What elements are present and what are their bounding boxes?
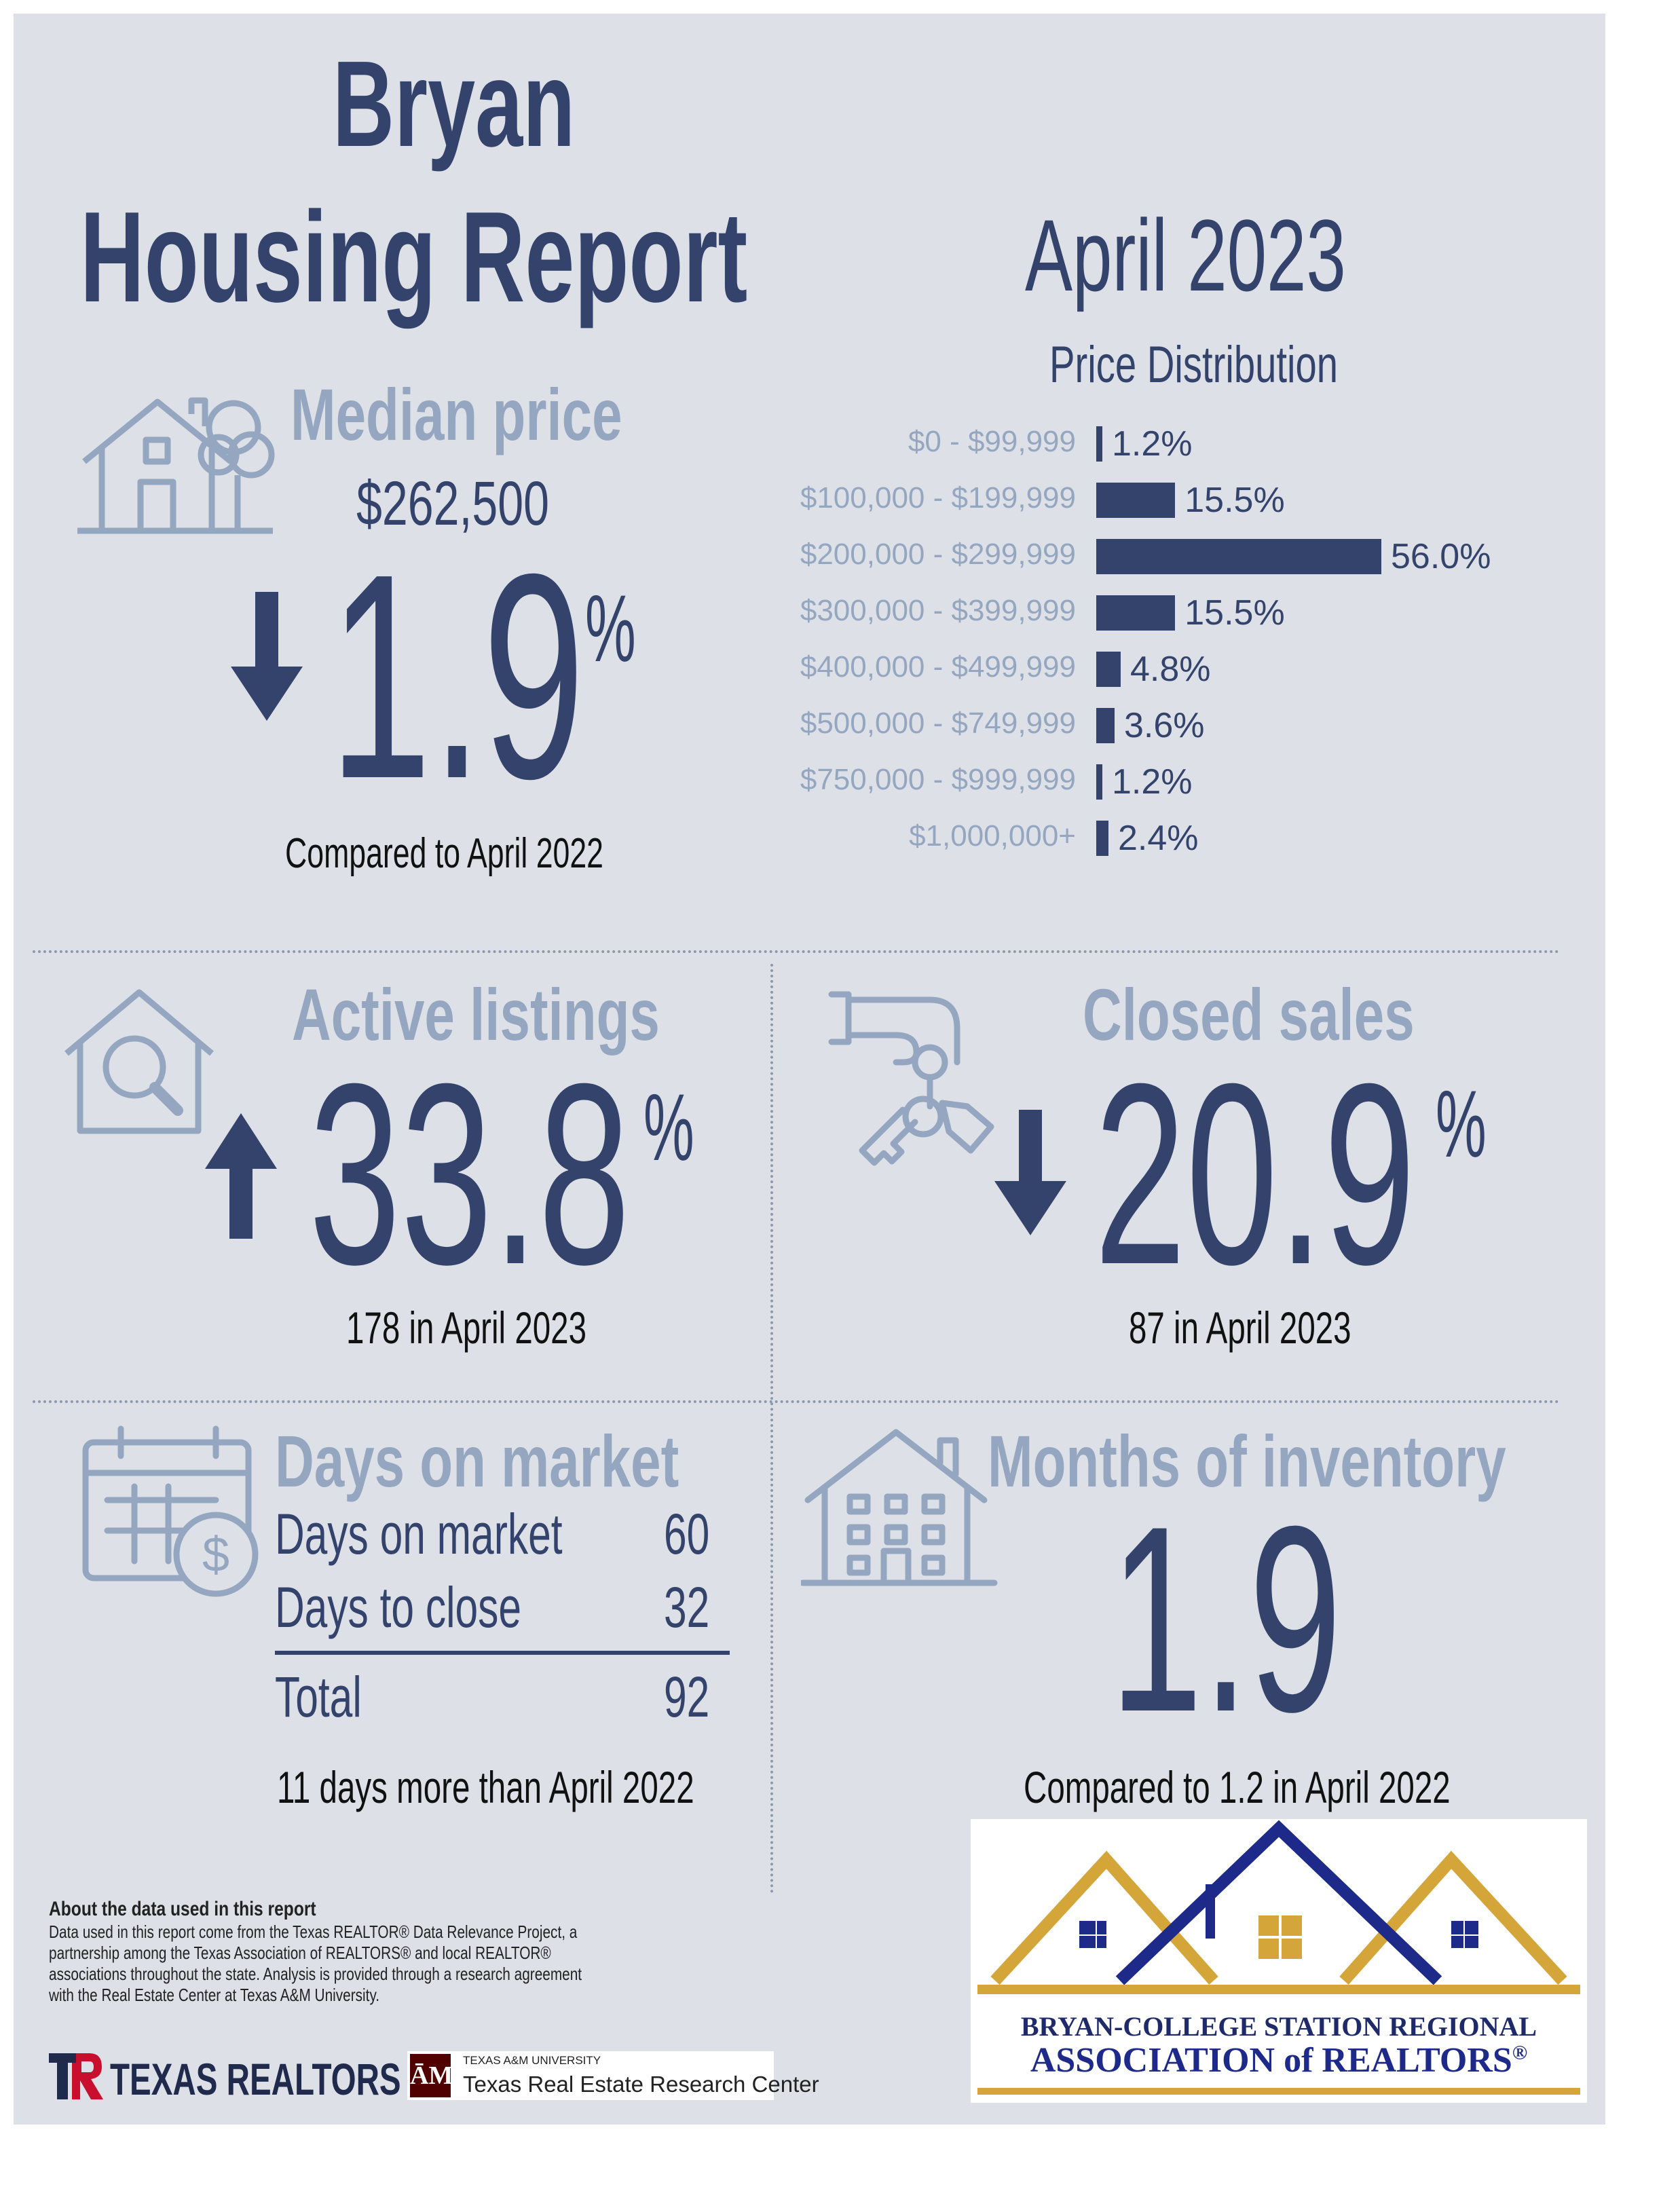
median-comparison: Compared to April 2022	[285, 830, 604, 877]
active-change-value: 33.8	[309, 1030, 631, 1318]
arrow-down-icon	[229, 592, 304, 721]
closed-detail: 87 in April 2023	[1129, 1303, 1351, 1353]
about-line-1: Data used in this report come from the T…	[49, 1922, 578, 1942]
bcs-line-1: BRYAN-COLLEGE STATION REGIONAL	[1020, 2011, 1537, 2042]
bcs-bottom-rule	[977, 2088, 1580, 2095]
median-price-value: $262,500	[356, 469, 549, 538]
divider-vertical	[770, 964, 773, 1894]
building-icon	[801, 1425, 998, 1595]
about-title: About the data used in this report	[49, 1898, 316, 1920]
calendar-dollar-icon: $	[80, 1425, 263, 1602]
bcs-association-logo: BRYAN-COLLEGE STATION REGIONAL ASSOCIATI…	[971, 1819, 1587, 2103]
inventory-comparison: Compared to 1.2 in April 2022	[1024, 1762, 1451, 1812]
closed-change-value: 20.9	[1094, 1030, 1416, 1318]
tamu-center-text: Texas Real Estate Research Center	[463, 2072, 819, 2097]
price-distribution-heading: Price Distribution	[1049, 336, 1339, 394]
median-change-unit: %	[585, 575, 636, 681]
about-line-2: partnership among the Texas Association …	[49, 1943, 551, 1963]
house-tree-icon	[76, 380, 280, 543]
texas-realtors-logo-icon	[49, 2053, 103, 2101]
bcs-rooftops-icon	[977, 1820, 1580, 1994]
tamu-mark-icon: ĀM	[410, 2054, 453, 2097]
closed-change-unit: %	[1436, 1070, 1487, 1177]
active-detail: 178 in April 2023	[346, 1303, 587, 1353]
days-total-rule	[275, 1651, 730, 1655]
days-comparison: 11 days more than April 2022	[277, 1762, 694, 1812]
report-period: April 2023	[1025, 198, 1346, 312]
bcs-registered-mark: ®	[1512, 2041, 1528, 2064]
divider-middle	[33, 1400, 1560, 1403]
about-line-4: with the Real Estate Center at Texas A&M…	[49, 1985, 380, 2005]
tamu-logo: ĀM TEXAS A&M UNIVERSITY Texas Real Estat…	[407, 2051, 819, 2100]
about-block: About the data used in this report Data …	[49, 1897, 768, 2006]
arrow-down-icon-closed	[993, 1110, 1068, 1235]
city-title: Bryan	[333, 36, 576, 172]
days-row-label-1: Days on market	[275, 1502, 563, 1566]
active-listings-heading: Active listings	[292, 973, 660, 1055]
days-row-value-2: 32	[664, 1575, 710, 1639]
closed-sales-heading: Closed sales	[1083, 973, 1415, 1055]
about-line-3: associations throughout the state. Analy…	[49, 1964, 582, 1984]
days-heading: Days on market	[275, 1420, 679, 1502]
tamu-small-text: TEXAS A&M UNIVERSITY	[463, 2054, 601, 2067]
days-total-value: 92	[664, 1665, 710, 1729]
arrow-up-icon	[204, 1113, 278, 1239]
inventory-heading: Months of inventory	[988, 1420, 1506, 1502]
report-panel	[14, 14, 1605, 2125]
texas-realtors-wordmark: TEXAS REALTORS	[110, 2054, 401, 2104]
median-change-value: 1.9	[329, 514, 585, 840]
bcs-line-2-wrap: ASSOCIATION of REALTORS®	[971, 2040, 1587, 2080]
days-row-label-2: Days to close	[275, 1575, 522, 1639]
house-search-icon	[61, 986, 217, 1135]
days-row-value-1: 60	[664, 1502, 710, 1566]
active-change-unit: %	[643, 1074, 694, 1180]
inventory-value: 1.9	[1110, 1471, 1342, 1767]
bcs-line-2: ASSOCIATION of REALTORS	[1030, 2041, 1512, 2080]
divider-top	[33, 950, 1560, 953]
svg-text:$: $	[202, 1528, 229, 1582]
report-title: Housing Report	[80, 185, 748, 329]
hand-key-icon	[828, 988, 1005, 1171]
days-total-label: Total	[275, 1665, 362, 1729]
median-price-heading: Median price	[291, 373, 622, 455]
